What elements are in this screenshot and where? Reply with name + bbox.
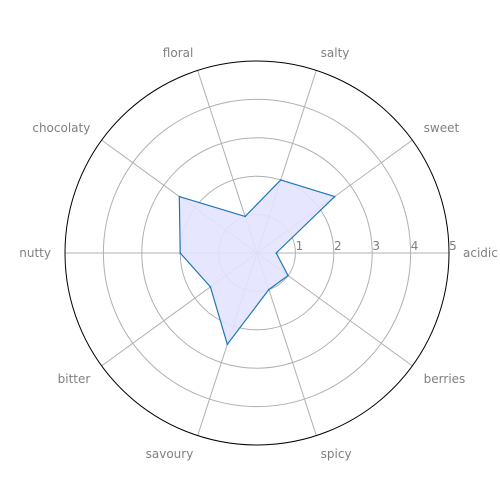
data-point-floral — [244, 215, 246, 218]
category-label-sweet: sweet — [424, 121, 460, 135]
r-tick-label: 5 — [449, 239, 457, 253]
category-label-spicy: spicy — [321, 447, 352, 461]
r-tick-label: 4 — [411, 239, 419, 253]
category-label-chocolaty: chocolaty — [32, 121, 90, 135]
data-point-nutty — [179, 252, 181, 254]
category-label-floral: floral — [163, 46, 194, 60]
data-point-sweet — [333, 195, 336, 198]
r-tick-label: 2 — [334, 239, 342, 253]
data-point-savoury — [226, 343, 229, 346]
radar-data — [178, 179, 336, 346]
data-point-spicy — [268, 288, 270, 291]
r-tick-label: 3 — [372, 239, 380, 253]
data-point-salty — [279, 179, 282, 181]
data-point-bitter — [209, 286, 212, 288]
r-tick-label: 1 — [296, 239, 304, 253]
category-label-salty: salty — [321, 46, 350, 60]
category-label-savoury: savoury — [146, 447, 194, 461]
category-label-berries: berries — [424, 372, 466, 386]
series-area — [179, 179, 335, 345]
category-label-nutty: nutty — [19, 246, 51, 260]
data-point-acidic — [275, 252, 278, 254]
outer-frame — [64, 60, 450, 446]
data-point-chocolaty — [178, 195, 181, 198]
category-label-bitter: bitter — [58, 372, 91, 386]
data-point-berries — [287, 274, 289, 277]
radar-labels: 1 2 3 4 5 acidic sweet salty floral chocolaty nutt… — [19, 46, 498, 461]
category-label-acidic: acidic — [463, 246, 498, 260]
